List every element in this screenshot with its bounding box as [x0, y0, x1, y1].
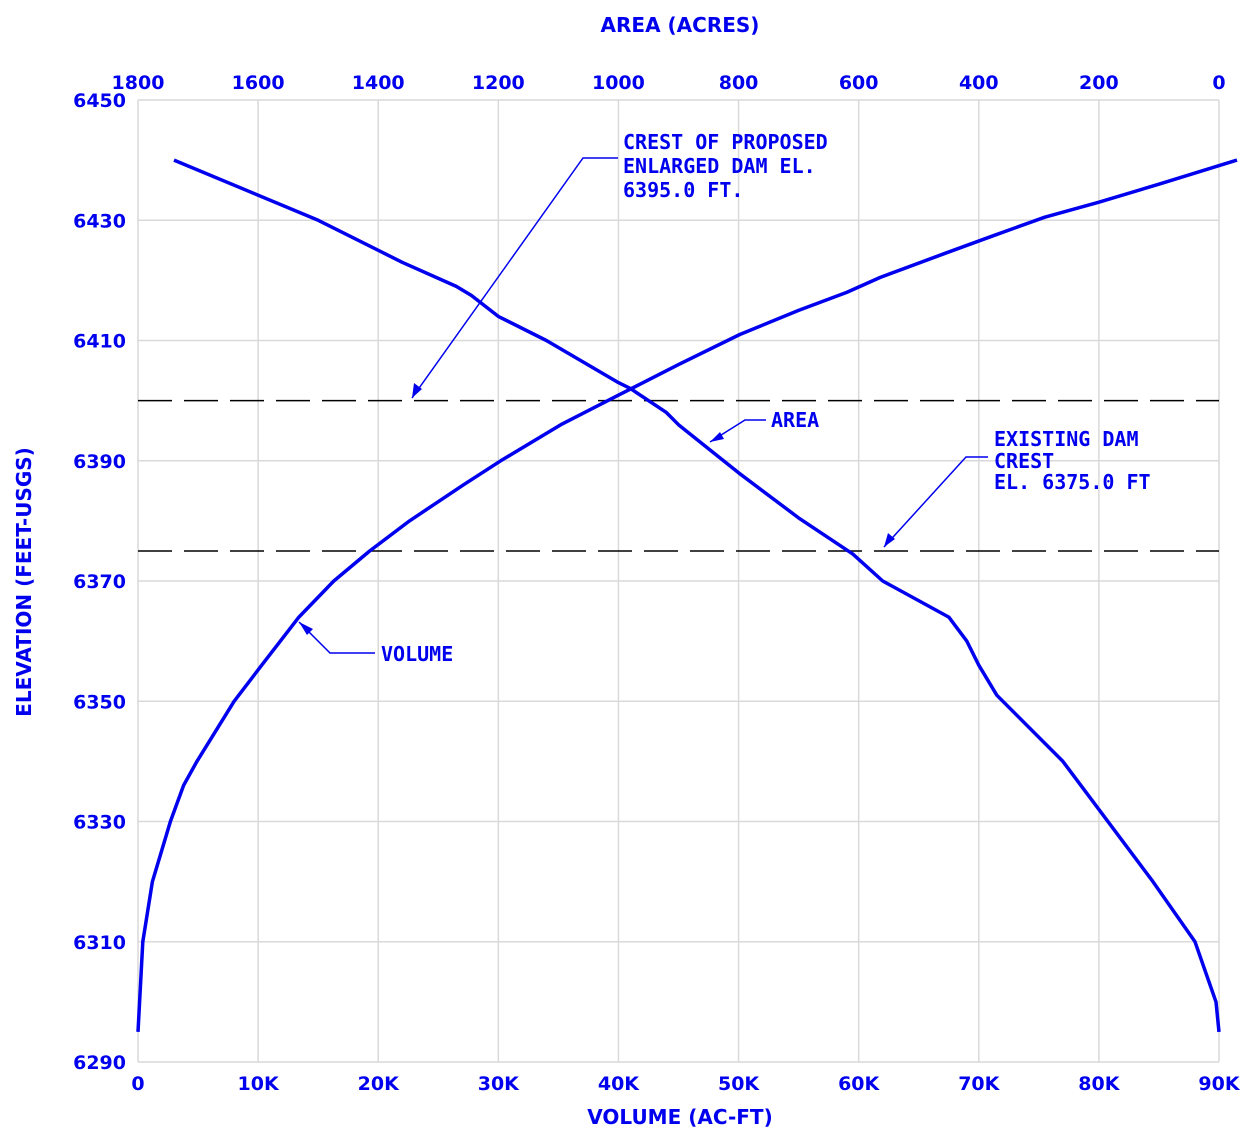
proposed-crest-annotation: CREST OF PROPOSED ENLARGED DAM EL. 6395.…: [411, 130, 828, 399]
top-tick-label: 400: [959, 72, 999, 94]
y-tick-label: 6290: [73, 1052, 126, 1074]
existing-crest-leader: [883, 456, 988, 548]
bottom-tick-label: 80K: [1078, 1073, 1120, 1095]
existing-crest-label-line-3: EL. 6375.0 FT: [994, 470, 1151, 494]
top-tick-label: 1000: [592, 72, 645, 94]
bottom-tick-label: 30K: [478, 1073, 520, 1095]
top-tick-label: 200: [1079, 72, 1119, 94]
proposed-crest-arrowhead: [412, 383, 422, 398]
y-tick-labels: 6290 6310 6330 6350 6370 6390 6410 6430 6450: [73, 90, 126, 1074]
top-tick-label: 1800: [112, 72, 165, 94]
top-tick-label: 1200: [472, 72, 525, 94]
y-tick-label: 6410: [73, 331, 126, 353]
area-leader: [709, 419, 766, 443]
top-tick-label: 600: [839, 72, 879, 94]
top-tick-label: 800: [719, 72, 759, 94]
proposed-crest-label-line-2: ENLARGED DAM EL.: [623, 154, 816, 178]
bottom-tick-label: 60K: [838, 1073, 880, 1095]
existing-crest-annotation: EXISTING DAM CREST EL. 6375.0 FT: [883, 427, 1151, 548]
y-tick-label: 6390: [73, 451, 126, 473]
bottom-axis-title: VOLUME (AC-FT): [587, 1105, 772, 1129]
bottom-tick-labels: 0 10K 20K 30K 40K 50K 60K 70K 80K 90K: [131, 1073, 1240, 1095]
volume-arrowhead: [299, 622, 313, 635]
top-tick-label: 0: [1212, 72, 1225, 94]
volume-leader: [298, 621, 375, 654]
bottom-tick-label: 0: [131, 1073, 144, 1095]
bottom-tick-label: 40K: [598, 1073, 640, 1095]
y-tick-label: 6370: [73, 571, 126, 593]
area-curve: [173, 158, 1221, 1033]
proposed-crest-leader: [411, 157, 618, 399]
y-tick-label: 6450: [73, 90, 126, 112]
bottom-tick-label: 20K: [358, 1073, 400, 1095]
top-tick-labels: 1800 1600 1400 1200 1000 800 600 400 200 0: [112, 72, 1226, 94]
volume-curve-label: VOLUME: [381, 642, 453, 666]
bottom-tick-label: 50K: [718, 1073, 760, 1095]
curves: [136, 158, 1238, 1033]
existing-crest-label-line-1: EXISTING DAM: [994, 427, 1139, 451]
top-axis-title: AREA (ACRES): [601, 13, 760, 37]
existing-crest-arrowhead: [884, 533, 895, 547]
grid-lines: [137, 99, 1220, 1063]
y-tick-label: 6310: [73, 932, 126, 954]
y-tick-label: 6330: [73, 812, 126, 834]
reference-lines: [138, 399, 1219, 552]
y-tick-label: 6350: [73, 691, 126, 713]
area-curve-annotation: AREA: [709, 408, 819, 443]
bottom-tick-label: 90K: [1198, 1073, 1240, 1095]
y-tick-label: 6430: [73, 210, 126, 232]
volume-curve: [136, 158, 1238, 1032]
area-arrowhead: [710, 432, 724, 442]
top-tick-label: 1600: [232, 72, 285, 94]
proposed-crest-label-line-1: CREST OF PROPOSED: [623, 130, 828, 154]
top-tick-label: 1400: [352, 72, 405, 94]
area-curve-label: AREA: [771, 408, 819, 432]
bottom-tick-label: 10K: [238, 1073, 280, 1095]
y-axis-title: ELEVATION (FEET-USGS): [12, 447, 36, 717]
bottom-tick-label: 70K: [958, 1073, 1000, 1095]
proposed-crest-label-line-3: 6395.0 FT.: [623, 178, 743, 202]
volume-curve-annotation: VOLUME: [298, 621, 453, 666]
existing-crest-label-line-2: CREST: [994, 449, 1054, 473]
